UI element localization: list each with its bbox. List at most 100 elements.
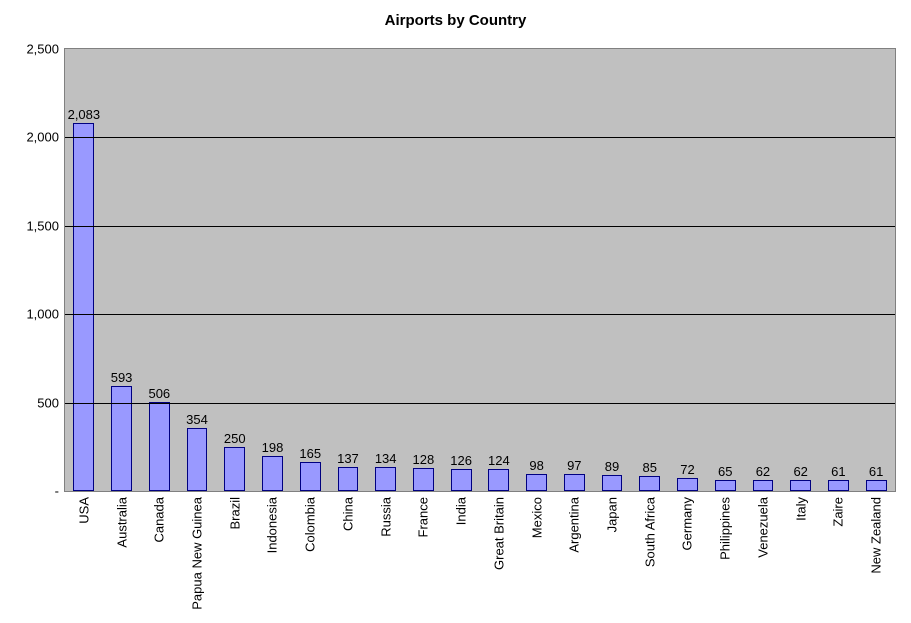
bar-value-label: 72 [680,462,694,477]
bar-slot: 85South Africa [631,49,669,491]
x-tick-label: France [416,497,431,537]
bar-slot: 98Mexico [518,49,556,491]
x-tick-label: Canada [152,497,167,543]
y-tick-label: 1,000 [26,307,59,322]
bar: 134 [375,467,396,491]
x-tick-label: Mexico [529,497,544,538]
bar-value-label: 134 [375,451,397,466]
plot-area: 2,083USA593Australia506Canada354Papua Ne… [64,48,896,492]
bar-slot: 593Australia [103,49,141,491]
bar-slot: 89Japan [593,49,631,491]
x-tick-label: Venezuela [755,497,770,558]
bar: 72 [677,478,698,491]
x-tick-label: Indonesia [265,497,280,553]
bar-slot: 250Brazil [216,49,254,491]
bar-slot: 62Venezuela [744,49,782,491]
bar: 89 [602,475,623,491]
bar: 126 [451,469,472,491]
y-tick-label: - [55,484,59,499]
bar-value-label: 65 [718,464,732,479]
bar-value-label: 128 [413,452,435,467]
y-tick-label: 1,500 [26,218,59,233]
bar: 2,083 [73,123,94,491]
bar-slot: 137China [329,49,367,491]
x-tick-label: Argentina [567,497,582,553]
x-tick-label: Papua New Guinea [190,497,205,610]
airports-bar-chart: Airports by Country 2,083USA593Australia… [0,0,911,623]
x-tick-label: Philippines [718,497,733,560]
x-tick-label: New Zealand [869,497,884,574]
x-tick-label: Brazil [227,497,242,530]
bar-value-label: 97 [567,458,581,473]
bar: 354 [187,428,208,491]
x-tick-label: Russia [378,497,393,537]
bar: 250 [224,447,245,491]
bar-value-label: 62 [756,464,770,479]
bar-slot: 354Papua New Guinea [178,49,216,491]
bar: 165 [300,462,321,491]
bar-value-label: 124 [488,453,510,468]
x-tick-label: Zaire [831,497,846,527]
bar: 137 [338,467,359,491]
x-tick-label: USA [76,497,91,524]
bar: 61 [828,480,849,491]
bar-value-label: 137 [337,451,359,466]
bar: 65 [715,480,736,491]
chart-title: Airports by Country [0,12,911,29]
bar-value-label: 61 [869,464,883,479]
bar: 97 [564,474,585,491]
bar-slot: 62Italy [782,49,820,491]
bar-slot: 97Argentina [555,49,593,491]
bar-slot: 65Philippines [706,49,744,491]
bar-value-label: 506 [148,386,170,401]
bar-slot: 124Great Britain [480,49,518,491]
bars-container: 2,083USA593Australia506Canada354Papua Ne… [65,49,895,491]
bar-value-label: 165 [299,446,321,461]
bar-slot: 198Indonesia [254,49,292,491]
gridline [65,403,895,404]
x-tick-label: China [340,497,355,531]
bar-slot: 165Colombia [291,49,329,491]
bar: 128 [413,468,434,491]
bar: 85 [639,476,660,491]
gridline [65,226,895,227]
bar: 98 [526,474,547,491]
x-tick-label: South Africa [642,497,657,567]
bar-value-label: 354 [186,412,208,427]
bar-slot: 128France [405,49,443,491]
bar-slot: 126India [442,49,480,491]
x-tick-label: Japan [605,497,620,532]
bar-value-label: 62 [793,464,807,479]
bar-value-label: 98 [529,458,543,473]
bar-value-label: 250 [224,431,246,446]
bar-value-label: 593 [111,370,133,385]
bar: 124 [488,469,509,491]
bar-value-label: 126 [450,453,472,468]
bar-slot: 134Russia [367,49,405,491]
bar: 62 [790,480,811,491]
bar-slot: 61Zaire [820,49,858,491]
x-tick-label: Australia [114,497,129,548]
bar-value-label: 198 [262,440,284,455]
x-tick-label: Colombia [303,497,318,552]
bar: 61 [866,480,887,491]
y-tick-label: 2,500 [26,42,59,57]
x-tick-label: Germany [680,497,695,550]
bar: 506 [149,402,170,491]
y-tick-label: 500 [37,395,59,410]
bar-value-label: 2,083 [68,107,101,122]
bar-value-label: 61 [831,464,845,479]
y-tick-label: 2,000 [26,130,59,145]
x-tick-label: Italy [793,497,808,521]
gridline [65,137,895,138]
bar-value-label: 85 [643,460,657,475]
x-tick-label: Great Britain [491,497,506,570]
bar-value-label: 89 [605,459,619,474]
x-tick-label: India [454,497,469,525]
bar-slot: 506Canada [140,49,178,491]
gridline [65,314,895,315]
bar: 198 [262,456,283,491]
bar: 62 [753,480,774,491]
bar-slot: 72Germany [669,49,707,491]
bar-slot: 2,083USA [65,49,103,491]
